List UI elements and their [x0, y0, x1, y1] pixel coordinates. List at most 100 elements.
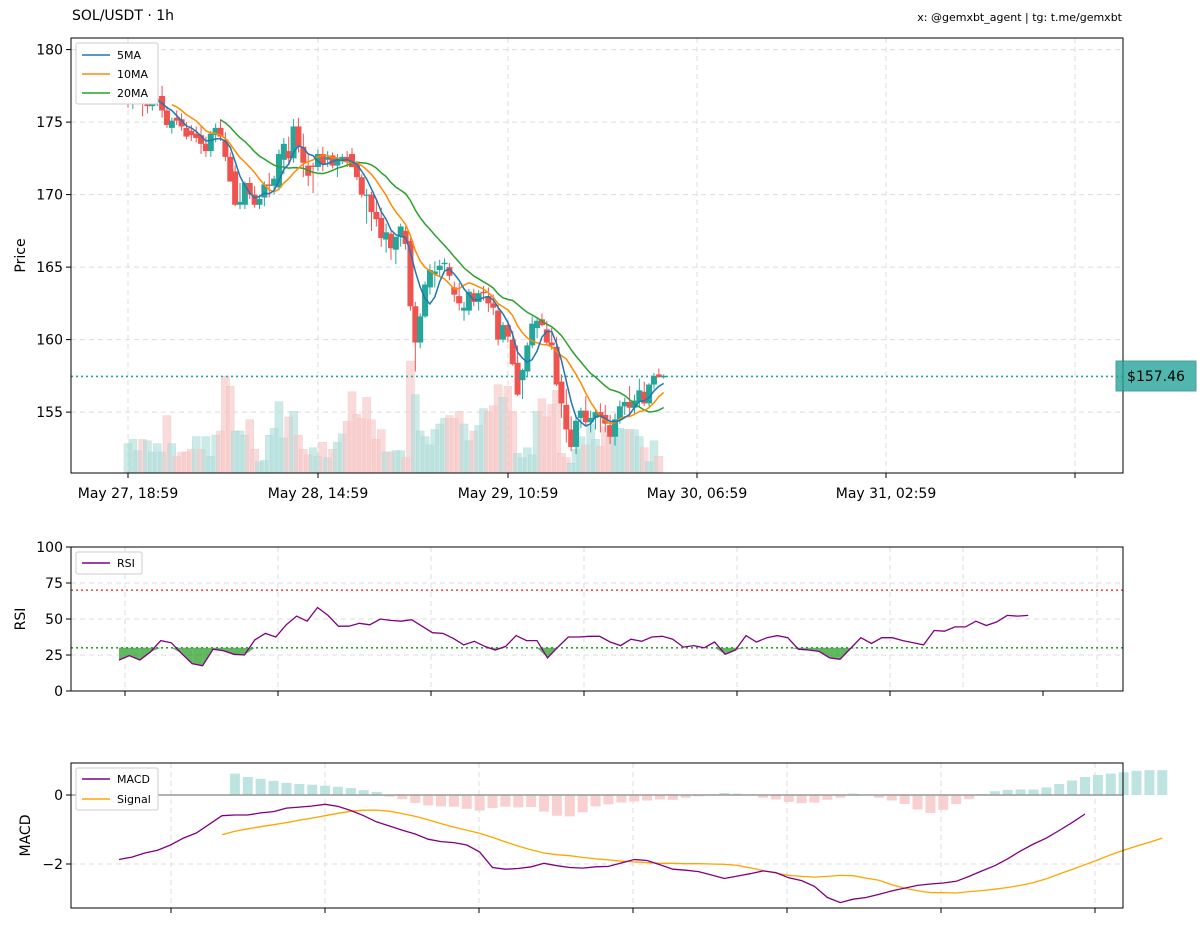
macd-hist-bar — [758, 795, 768, 798]
macd-hist-bar — [1118, 772, 1129, 795]
legend-label: Signal — [117, 793, 151, 806]
candle-body — [490, 303, 497, 308]
macd-hist-bar — [307, 784, 318, 795]
rsi-line — [118, 606, 1029, 667]
candle-body — [441, 262, 448, 265]
candle-body — [514, 362, 521, 395]
macd-hist-bar — [255, 778, 266, 795]
macd-hist-bar — [770, 795, 781, 800]
macd-ytick-label: 0 — [54, 788, 63, 804]
candle-body — [168, 120, 175, 128]
candle-body — [417, 316, 424, 343]
candle-body — [509, 339, 516, 365]
candle-body — [290, 126, 297, 159]
rsi-oversold-fill — [119, 647, 130, 661]
macd-hist-bar — [461, 795, 472, 809]
candle-body — [436, 265, 443, 270]
volume-bar — [654, 455, 664, 474]
price-ytick-label: 165 — [36, 260, 63, 276]
candle-body — [207, 133, 214, 152]
rsi-oversold-fill — [829, 647, 841, 660]
price-xtick-label: May 29, 10:59 — [458, 486, 558, 502]
candle-body — [188, 130, 195, 136]
candle-body — [456, 296, 463, 304]
candle-body — [363, 194, 370, 196]
price-tag-label: $157.46 — [1127, 369, 1185, 385]
macd-hist-bar — [242, 777, 253, 795]
candle-body — [577, 410, 584, 418]
candle-body — [548, 342, 555, 346]
rsi-panel: 0 25 50 75 100 RSI RSI — [13, 540, 1124, 700]
price-ytick-label: 160 — [36, 333, 63, 349]
rsi-oversold-fill — [192, 647, 203, 666]
candle-body — [339, 156, 346, 162]
rsi-oversold-fill — [244, 647, 255, 655]
macd-hist-bar — [783, 795, 794, 802]
candle-body — [465, 291, 472, 311]
price-ytick-label: 155 — [36, 405, 63, 421]
candle-body — [173, 117, 180, 121]
signal-line — [221, 809, 1163, 894]
candle-body — [300, 146, 307, 163]
candle-body — [446, 267, 453, 276]
candle-body — [524, 345, 531, 372]
rsi-oversold-fill — [139, 647, 151, 661]
candle-body — [431, 271, 438, 275]
candle-body — [563, 404, 570, 430]
candle-body — [280, 143, 287, 160]
candle-body — [538, 319, 545, 326]
macd-hist-bar — [1041, 787, 1052, 795]
candle-body — [378, 217, 385, 239]
macd-hist-bar — [1067, 780, 1078, 795]
macd-hist-bar — [1002, 789, 1013, 795]
candle-body — [636, 390, 643, 402]
candle-body — [621, 401, 628, 407]
candle-body — [553, 346, 560, 385]
ma5-line — [147, 97, 665, 427]
candle-body — [597, 412, 604, 417]
candle-body — [451, 287, 458, 295]
price-frame — [70, 37, 1124, 474]
candle-body — [499, 325, 506, 340]
candle-body — [660, 375, 667, 378]
macd-hist-bar — [436, 795, 446, 807]
macd-hist-bar — [281, 782, 292, 795]
candle-body — [392, 236, 399, 250]
rsi-oversold-fill — [181, 647, 193, 664]
candle-body — [232, 171, 239, 205]
candle-body — [422, 284, 429, 317]
macd-hist-bar — [1105, 773, 1116, 795]
candle-body — [368, 194, 375, 212]
macd-hist-bar — [526, 795, 537, 808]
candle-body — [558, 381, 565, 404]
candle-body — [222, 139, 229, 157]
candle-body — [217, 127, 224, 137]
candle-body — [470, 293, 477, 302]
macd-hist-bar — [1157, 770, 1168, 795]
macd-hist-bar — [989, 791, 1000, 795]
rsi-oversold-fill — [787, 647, 799, 650]
candle-body — [616, 406, 623, 420]
candle-body — [519, 370, 526, 381]
macd-hist-bar — [564, 795, 575, 817]
candle-body — [237, 201, 244, 205]
candle-body — [607, 425, 614, 437]
macd-hist-bar — [964, 795, 975, 800]
candle-body — [529, 323, 536, 346]
rsi-oversold-fill — [129, 647, 140, 661]
candle-body — [329, 155, 336, 166]
candle-body — [387, 233, 394, 249]
macd-hist-bar — [822, 795, 833, 800]
rsi-oversold-fill — [233, 647, 245, 655]
rsi-ytick-label: 75 — [45, 576, 63, 592]
ma10-line — [171, 104, 665, 425]
rsi-ytick-label: 0 — [54, 684, 63, 700]
candle-body — [212, 127, 219, 136]
macd-hist-bar — [423, 795, 434, 806]
price-xtick-label: May 30, 06:59 — [647, 486, 747, 502]
price-ytick-label: 170 — [36, 188, 63, 204]
macd-hist-bar — [835, 795, 846, 798]
candle-body — [285, 151, 292, 159]
price-ylabel: Price — [13, 238, 29, 272]
